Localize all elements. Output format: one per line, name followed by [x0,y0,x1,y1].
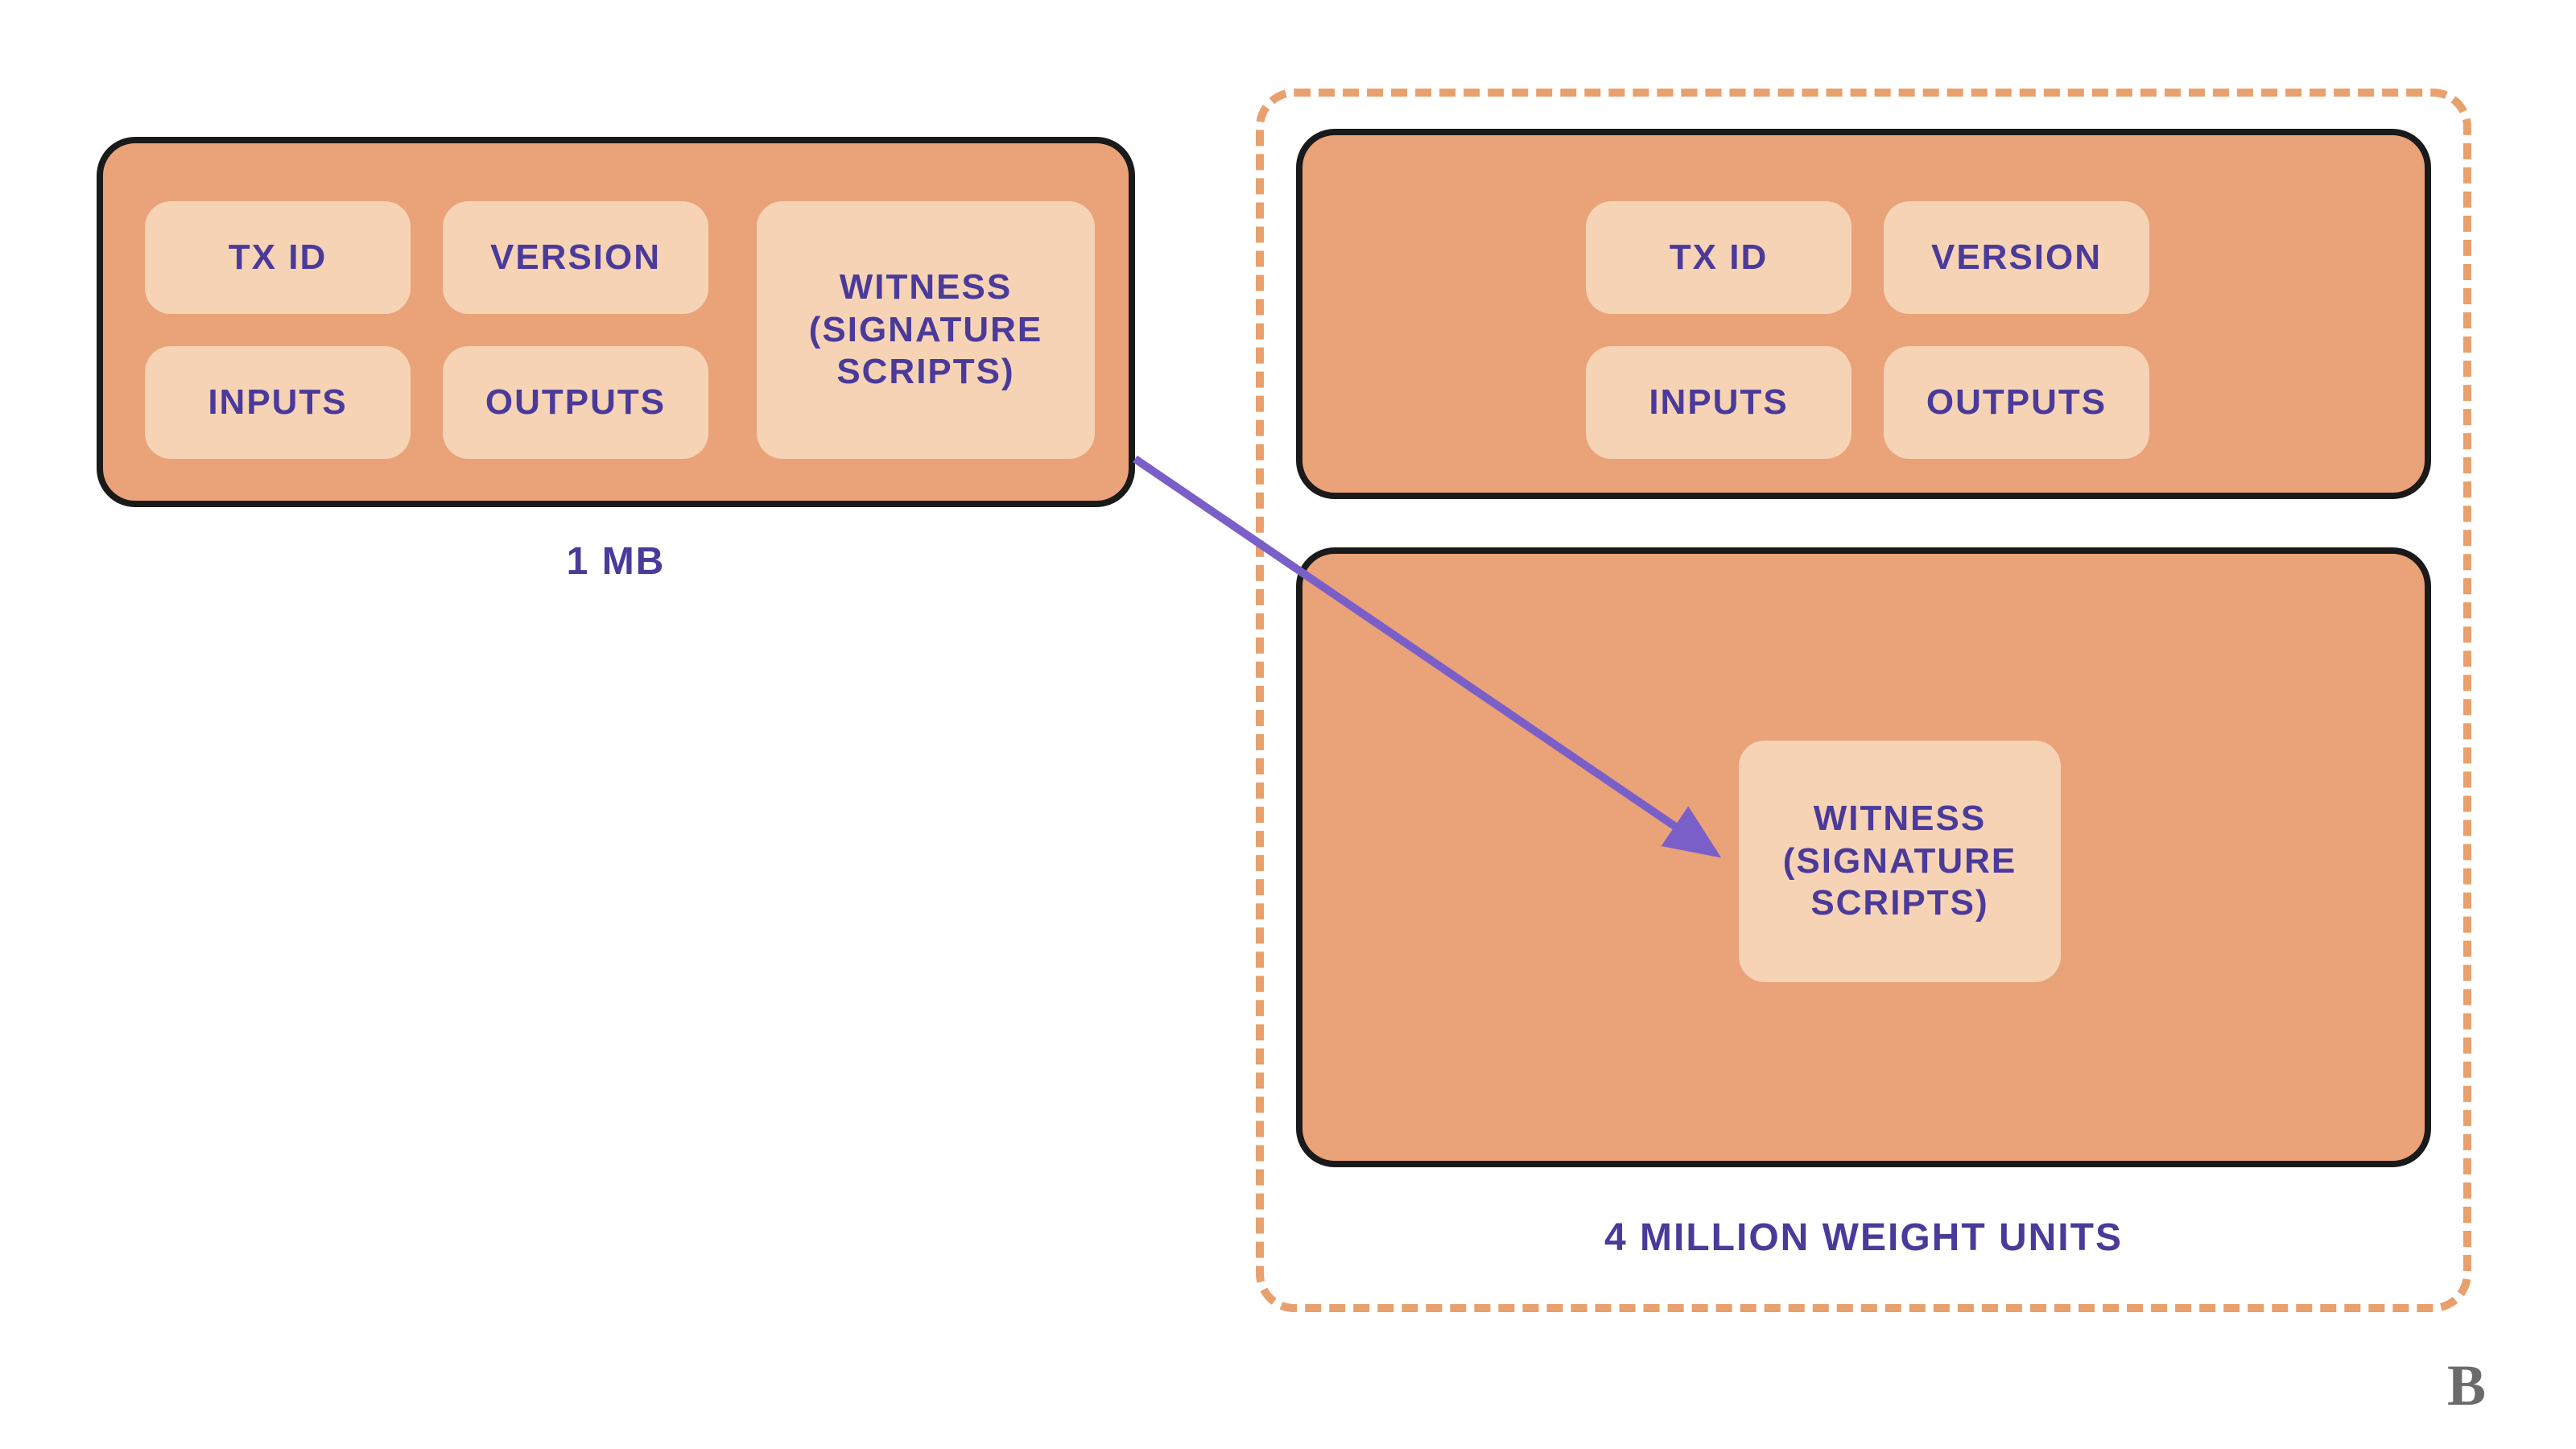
legacy-block-caption: 1 MB [97,539,1135,584]
segwit-base-pill-txid: TX ID [1586,201,1852,314]
legacy-pill-inputs: INPUTS [145,346,411,459]
legacy-pill-version: VERSION [443,201,708,314]
segwit-caption: 4 MILLION WEIGHT UNITS [1256,1216,2471,1260]
legacy-pill-witness: WITNESS (SIGNATURE SCRIPTS) [757,201,1095,459]
watermark-logo: B [2447,1352,2486,1419]
segwit-base-panel [1296,129,2431,499]
legacy-pill-txid: TX ID [145,201,411,314]
segwit-base-pill-inputs: INPUTS [1586,346,1852,459]
segwit-witness-pill-witness: WITNESS (SIGNATURE SCRIPTS) [1739,741,2061,982]
segwit-base-pill-version: VERSION [1884,201,2149,314]
segwit-base-pill-outputs: OUTPUTS [1884,346,2149,459]
legacy-pill-outputs: OUTPUTS [443,346,708,459]
